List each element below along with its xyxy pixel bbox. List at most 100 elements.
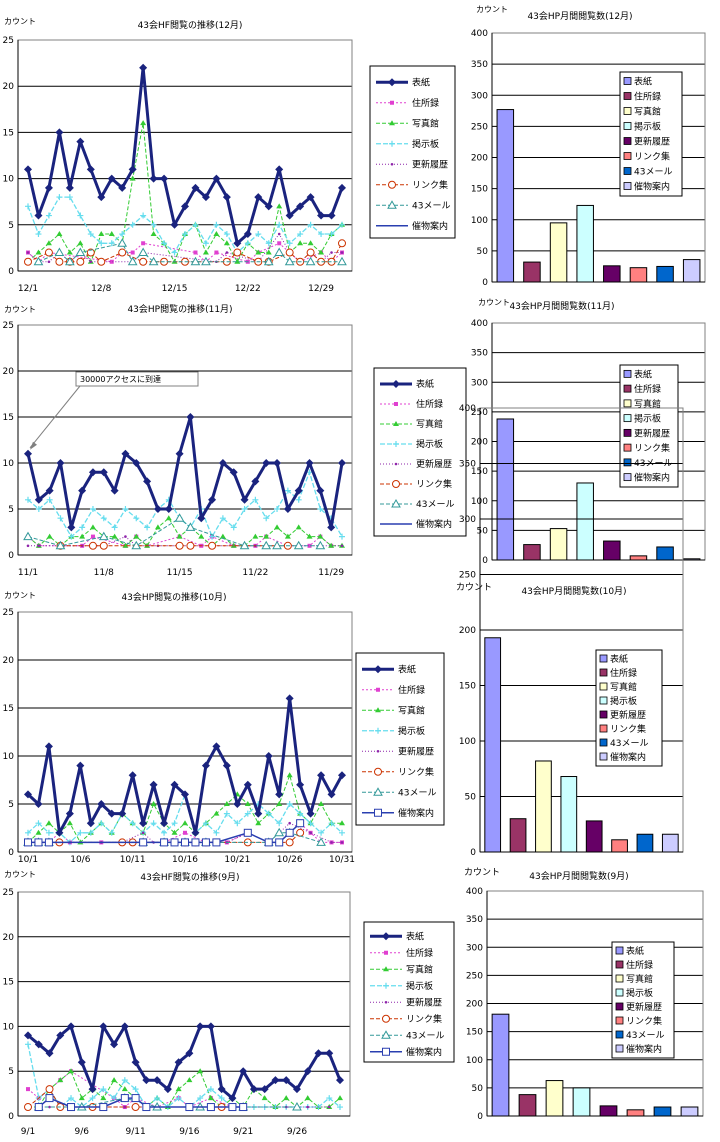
data-point <box>25 496 31 503</box>
data-point <box>127 256 138 266</box>
data-point <box>328 820 335 827</box>
data-point <box>97 800 106 808</box>
legend-label: 催物案内 <box>634 181 670 193</box>
data-point <box>56 459 65 467</box>
chart-title: 43会HP月間閲覧数(12月) <box>527 10 632 22</box>
data-point <box>68 533 75 540</box>
legend-marker <box>394 402 398 406</box>
y-tick-label: 200 <box>466 1000 483 1010</box>
data-point <box>274 247 285 257</box>
data-point <box>47 260 51 264</box>
data-point <box>108 240 115 247</box>
bar-5 <box>603 540 621 561</box>
legend-marker <box>392 380 400 388</box>
data-point <box>233 800 242 808</box>
data-point <box>129 820 136 827</box>
data-point <box>277 232 281 236</box>
data-point <box>239 1067 248 1076</box>
annotation-text: 30000アクセスに到達 <box>80 374 161 384</box>
data-point <box>131 1094 140 1103</box>
legend-label: 表紙 <box>626 945 644 957</box>
data-point <box>181 838 189 847</box>
chart-title: 43会HP閲覧の推移(11月) <box>127 303 232 315</box>
data-point <box>297 240 304 246</box>
legend-label: 表紙 <box>406 930 424 942</box>
data-point <box>175 449 184 458</box>
data-point <box>314 1049 323 1058</box>
y-tick-label: 15 <box>3 978 14 988</box>
data-point <box>243 780 252 789</box>
data-point <box>161 829 168 836</box>
data-point <box>206 1022 215 1031</box>
series-line <box>26 66 344 245</box>
data-point <box>318 829 325 836</box>
data-point <box>118 809 127 818</box>
y-tick-label: 200 <box>459 626 476 636</box>
legend-swatch <box>623 122 632 130</box>
data-point <box>139 838 148 847</box>
bar-2 <box>523 544 541 561</box>
data-point <box>239 540 250 550</box>
bar-7 <box>656 265 674 283</box>
series-cover <box>24 1022 344 1103</box>
series-board <box>25 194 345 256</box>
data-point <box>262 459 271 467</box>
legend-label: リンク集 <box>398 766 434 778</box>
data-point <box>338 771 346 780</box>
bar-3 <box>549 222 568 283</box>
legend-label: 催物案内 <box>610 751 646 763</box>
data-point <box>122 542 129 548</box>
data-point <box>317 533 324 539</box>
series-line <box>27 1024 342 1100</box>
legend-marker <box>384 950 388 955</box>
bar-2 <box>509 818 527 853</box>
data-point <box>67 1022 76 1031</box>
data-point <box>110 486 119 495</box>
legend-label: 掲示板 <box>406 980 433 992</box>
data-point <box>176 533 183 539</box>
legend-label: 催物案内 <box>398 807 434 819</box>
series-line <box>27 793 343 844</box>
legend-label: 43メール <box>610 739 648 749</box>
data-point <box>133 533 140 539</box>
data-point <box>67 1103 76 1112</box>
data-point <box>57 1077 64 1083</box>
legend-marker <box>383 966 389 972</box>
data-point <box>86 165 95 174</box>
y-tick-label: 25 <box>3 608 14 618</box>
data-point <box>283 505 292 513</box>
data-point <box>318 249 325 255</box>
data-point <box>174 1058 183 1067</box>
y-axis-label: カウント <box>456 582 492 593</box>
legend-label: 催物案内 <box>406 1046 442 1058</box>
legend-swatch <box>623 458 632 467</box>
data-point <box>213 221 220 228</box>
data-point <box>110 1040 119 1049</box>
legend-label: リンク集 <box>626 1015 662 1027</box>
y-tick-label: 300 <box>459 515 476 525</box>
legend-swatch <box>623 92 632 100</box>
x-tick-label: 11/1 <box>18 568 38 578</box>
data-point <box>100 515 107 522</box>
data-point <box>292 1102 302 1111</box>
data-point <box>213 810 220 816</box>
data-point <box>99 1022 108 1031</box>
data-point <box>317 506 324 512</box>
legend-label: 更新履歴 <box>412 158 448 170</box>
data-point <box>171 249 178 256</box>
data-point <box>111 524 118 531</box>
legend-label: 催物案内 <box>634 472 670 484</box>
x-tick-label: 10/1 <box>18 855 38 865</box>
data-point <box>99 468 108 477</box>
data-point <box>174 513 185 522</box>
data-point <box>229 468 238 477</box>
y-tick-label: 25 <box>3 321 14 331</box>
legend-marker <box>376 687 380 692</box>
data-point <box>35 820 42 827</box>
chart-1: 43会HF閲覧の推移(12月) カウント 0 5 10 15 20 25 12/1 12/8 12/… <box>3 17 456 294</box>
data-point <box>317 771 326 780</box>
x-tick-label: 9/6 <box>75 1127 90 1137</box>
